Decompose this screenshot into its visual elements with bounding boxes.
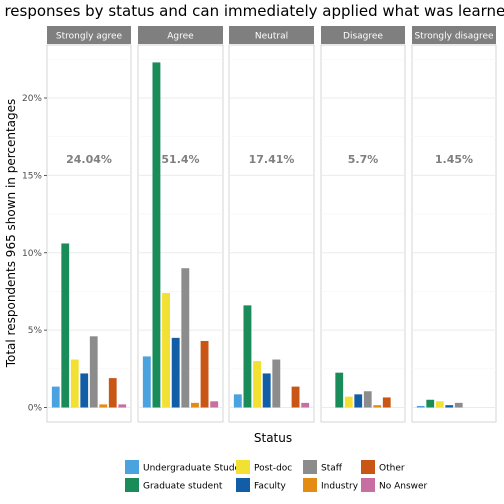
facet-strip-label: Disagree	[343, 32, 383, 42]
facet-total-label: 1.45%	[435, 153, 473, 166]
facet-total-label: 24.04%	[66, 153, 112, 166]
legend-swatch	[236, 478, 250, 492]
legend-item: Post-doc	[236, 460, 292, 474]
x-axis-title: Status	[254, 431, 292, 445]
bar	[181, 268, 190, 408]
facet-strip-label: Strongly disagree	[414, 32, 494, 42]
bar	[233, 394, 242, 408]
y-axis: 0% 5% 10% 15% 20%	[22, 94, 47, 414]
facet-total-label: 17.41%	[249, 153, 295, 166]
facet-strip	[47, 26, 131, 44]
bar	[108, 378, 117, 408]
facet-strip	[321, 26, 405, 44]
bar	[435, 401, 444, 408]
facet-strip	[229, 26, 314, 44]
facet-strip-label: Neutral	[255, 32, 288, 42]
bar	[253, 361, 262, 408]
facet-panel-border	[137, 44, 224, 423]
facets-layer: Strongly agree 24.04% Agree 51.4% Neutral 17.…	[46, 26, 497, 423]
bar	[373, 405, 382, 408]
legend-item: Undergraduate Student	[125, 460, 250, 474]
legend-swatch	[361, 478, 375, 492]
legend-item: Other	[361, 460, 405, 474]
facet-total-label: 51.4%	[161, 153, 199, 166]
legend-label: Graduate student	[143, 482, 223, 492]
y-tick-label: 15%	[22, 171, 42, 181]
legend-label: Post-doc	[254, 464, 292, 474]
legend-item: Faculty	[236, 478, 287, 492]
bar	[243, 305, 252, 408]
facet-panel-border	[228, 44, 315, 423]
bar	[61, 243, 70, 408]
bar	[301, 402, 310, 408]
bar	[89, 336, 98, 408]
legend-label: Staff	[321, 464, 343, 474]
facet-strip	[138, 26, 223, 44]
legend-item: Graduate student	[125, 478, 223, 492]
bar	[190, 402, 199, 408]
facet-panel: Agree 51.4%	[137, 26, 224, 423]
legend-item: No Answer	[361, 478, 428, 492]
legend-item: Staff	[303, 460, 343, 474]
legend-label: Other	[379, 464, 405, 474]
bar	[363, 391, 372, 408]
bar	[291, 386, 300, 408]
bar	[262, 373, 271, 408]
legend-label: Undergraduate Student	[143, 464, 250, 474]
bar	[354, 394, 363, 408]
legend-swatch	[125, 478, 139, 492]
bar	[454, 402, 463, 408]
bar	[210, 401, 219, 408]
facet-panel: Strongly agree 24.04%	[46, 26, 132, 423]
bar	[272, 359, 281, 408]
bar	[99, 404, 108, 408]
bar	[171, 337, 180, 408]
facet-strip-label: Strongly agree	[56, 32, 123, 42]
legend-label: Faculty	[254, 482, 287, 492]
legend-swatch	[303, 460, 317, 474]
bar	[70, 359, 79, 408]
facet-panel: Strongly disagree 1.45%	[411, 26, 497, 423]
facet-panel: Disagree 5.7%	[320, 26, 406, 423]
facet-strip	[412, 26, 496, 44]
y-tick-label: 5%	[28, 326, 43, 336]
bar	[118, 404, 127, 408]
y-tick-label: 10%	[22, 249, 42, 259]
bar	[335, 372, 344, 408]
bar	[416, 405, 425, 408]
legend: Undergraduate Student Graduate student Pos…	[125, 460, 428, 492]
y-axis-title: Total respondents 965 shown in percentag…	[4, 99, 18, 369]
bar	[152, 62, 161, 408]
legend-swatch	[125, 460, 139, 474]
bar	[382, 397, 391, 408]
bar	[426, 399, 435, 408]
facet-strip-label: Agree	[167, 32, 194, 42]
legend-label: Industry	[321, 482, 359, 492]
y-tick-label: 20%	[22, 94, 42, 104]
bar	[200, 340, 209, 408]
chart-title: survey responses by status and can immed…	[0, 2, 504, 20]
legend-item: Industry	[303, 478, 359, 492]
y-tick-label: 0%	[28, 404, 43, 414]
legend-swatch	[361, 460, 375, 474]
facet-total-label: 5.7%	[348, 153, 379, 166]
bar	[344, 396, 353, 408]
facet-panel-border	[411, 44, 497, 423]
facet-panel-border	[46, 44, 132, 423]
facet-panel-border	[320, 44, 406, 423]
legend-label: No Answer	[379, 482, 428, 492]
legend-swatch	[236, 460, 250, 474]
legend-swatch	[303, 478, 317, 492]
bar	[80, 373, 89, 408]
bar	[51, 386, 60, 408]
facet-panel: Neutral 17.41%	[228, 26, 315, 423]
bar	[142, 356, 151, 408]
bar	[445, 405, 454, 408]
bar	[162, 292, 171, 408]
